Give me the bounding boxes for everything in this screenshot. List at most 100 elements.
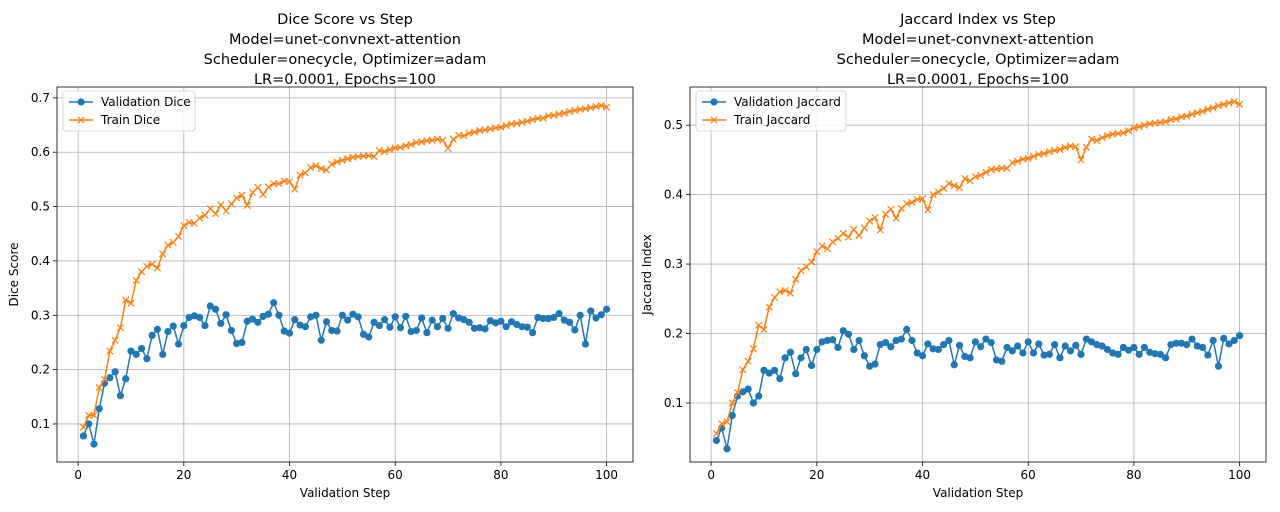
data-point [712,429,721,438]
data-point [903,200,911,208]
data-point [587,307,595,315]
chart-title-line: LR=0.0001, Epochs=100 [254,72,436,88]
data-point [892,214,900,222]
data-point [312,162,320,170]
data-point [813,345,821,354]
data-point [285,329,294,337]
data-point [132,350,140,358]
data-point [1161,354,1170,362]
data-point [1124,127,1133,135]
data-point [781,286,789,295]
data-point [222,311,230,319]
data-point [259,190,267,199]
series-validation-jaccard [712,325,1244,453]
data-point [122,296,130,304]
data-point [749,399,758,407]
data-point [786,289,795,297]
data-point [844,330,853,338]
data-point [211,210,220,218]
data-point [206,302,214,310]
data-point [449,310,457,318]
data-point [1151,350,1159,358]
y-tick-label: 0.5 [31,200,50,214]
data-point [381,316,389,324]
data-point [823,336,831,345]
data-point [291,316,299,324]
x-tick-label: 100 [1228,468,1251,482]
data-point [807,361,816,370]
data-point [1198,343,1207,352]
chart-title-line: LR=0.0001, Epochs=100 [887,72,1069,88]
data-point [418,314,426,322]
data-point [1024,154,1032,163]
data-point [866,217,874,225]
data-point [718,420,726,428]
data-point [760,325,768,333]
chart-title-line: Model=unet-convnext-attention [862,32,1094,48]
data-point [776,288,784,296]
x-tick-label: 0 [74,468,82,482]
data-point [322,166,331,174]
data-point [396,143,405,151]
plot-frame [689,86,1267,463]
data-point [465,318,473,326]
legend-marker [710,98,718,106]
data-point [217,201,225,209]
data-point [1061,342,1069,350]
data-point [211,305,220,313]
y-tick-label: 0.2 [664,327,683,341]
data-point [153,264,162,272]
data-point [1204,105,1212,113]
data-point [987,338,995,347]
data-point [1209,104,1217,112]
data-point [908,336,916,345]
data-point [881,338,890,347]
data-point [871,213,879,222]
data-point [143,355,151,363]
data-point [381,148,389,156]
x-tick-label: 0 [707,468,715,482]
data-point [1135,350,1143,358]
data-point [312,311,320,319]
jaccard-chart: Jaccard Index vs Step Model=unet-convnext… [640,12,1267,500]
data-point [402,312,410,320]
x-tick-label: 40 [282,468,297,482]
chart-title-line: Model=unet-convnext-attention [229,32,461,48]
data-point [1003,164,1011,172]
data-point [254,183,262,192]
data-point [792,370,800,378]
data-point [196,313,204,322]
data-point [797,266,805,274]
data-point [744,385,752,393]
data-point [1198,107,1207,115]
data-point [159,250,167,258]
data-point [481,325,489,333]
data-point [887,205,895,213]
data-point [1045,350,1053,358]
data-point [765,303,773,311]
data-point [301,169,309,177]
data-point [85,420,93,428]
legend-label: Validation Jaccard [734,95,841,109]
x-axis-label: Validation Step [300,486,390,500]
data-point [855,336,863,345]
data-point [79,432,88,440]
data-point [396,324,405,332]
x-tick-label: 80 [1126,468,1141,482]
data-point [712,436,721,445]
data-point [813,247,821,256]
data-point [876,226,884,234]
y-tick-label: 0.4 [664,188,683,202]
data-point [497,317,505,325]
data-point [871,360,879,368]
data-point [760,366,768,374]
data-point [291,185,299,193]
data-point [317,164,325,173]
series-train-jaccard [712,97,1244,438]
data-point [264,310,272,318]
data-point [1045,147,1053,156]
data-point [839,327,847,335]
data-point [1214,102,1223,110]
data-point [903,325,911,333]
data-point [1183,341,1191,349]
